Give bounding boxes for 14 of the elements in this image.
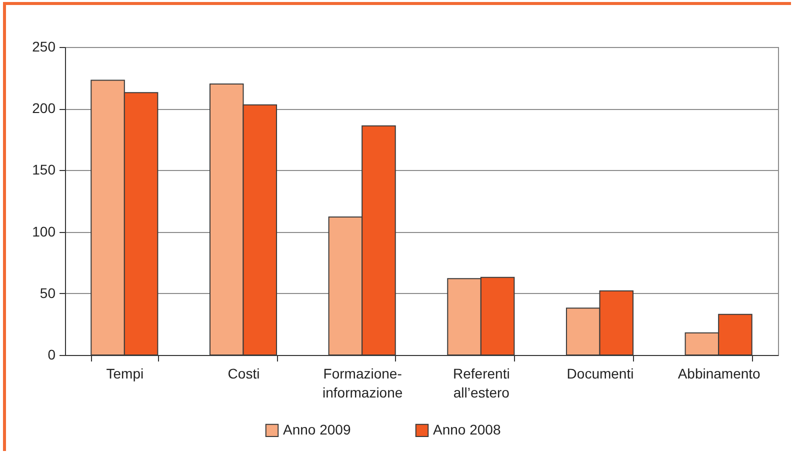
y-tick-label: 200: [32, 100, 56, 116]
y-tick-label: 0: [48, 346, 56, 362]
legend-label: Anno 2008: [433, 421, 501, 438]
x-tick-label: Referenti all’estero: [453, 366, 510, 400]
y-tick-label: 100: [32, 223, 56, 240]
x-tick-label: Costi: [228, 366, 260, 382]
x-tick-label: Tempi: [106, 366, 144, 382]
y-tick-label: 50: [40, 284, 56, 301]
x-tick-label: Abbinamento: [678, 366, 761, 382]
y-tick-label: 250: [32, 38, 56, 54]
legend-label: Anno 2009: [283, 421, 351, 438]
x-tick-label: Formazione-informazione: [322, 366, 403, 400]
y-tick-label: 150: [32, 162, 56, 178]
x-tick-label: Documenti: [566, 366, 634, 382]
